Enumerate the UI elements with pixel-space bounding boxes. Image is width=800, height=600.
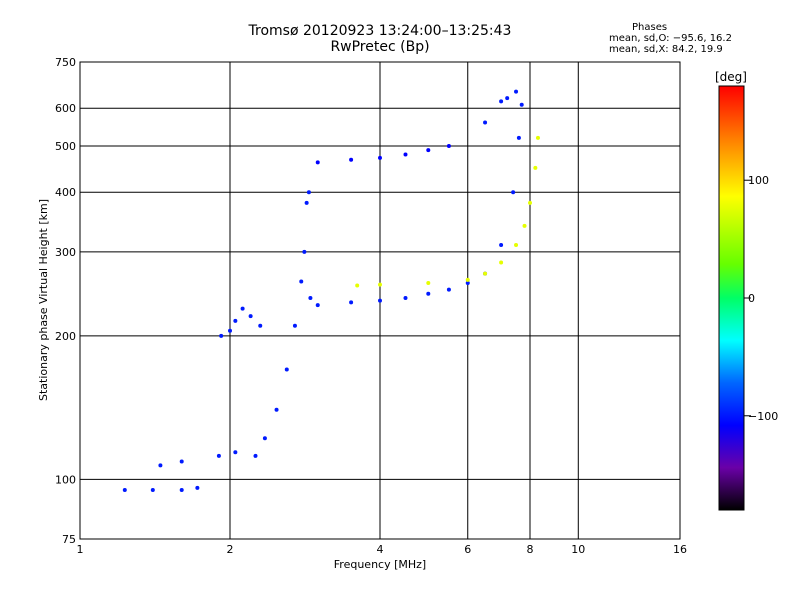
data-point <box>514 243 519 248</box>
data-point <box>465 277 470 282</box>
data-point <box>378 298 382 303</box>
data-point <box>519 102 524 107</box>
data-point <box>349 300 354 305</box>
data-point <box>426 281 431 286</box>
data-point <box>522 223 527 228</box>
chart-title: Tromsø 20120923 13:24:00–13:25:43 <box>248 23 512 39</box>
colorbar-tick-label: −100 <box>748 410 778 423</box>
data-point <box>514 89 519 94</box>
y-axis-label: Stationary phase Virtual Height [km] <box>37 199 50 401</box>
data-point <box>403 296 408 301</box>
y-tick-label: 100 <box>55 473 76 486</box>
data-point <box>533 165 538 170</box>
data-point <box>304 200 309 205</box>
data-point <box>535 135 540 140</box>
data-point <box>315 303 320 308</box>
data-point <box>195 485 200 490</box>
colorbar-tick-label: 0 <box>748 292 755 305</box>
data-point <box>499 260 504 265</box>
data-point <box>262 436 267 441</box>
colorbar-tick-label: 100 <box>748 174 769 187</box>
data-point <box>233 318 238 323</box>
x-tick-labels: 1 2 4 6 8 10 16 <box>77 543 688 556</box>
data-point <box>349 157 354 162</box>
data-point <box>446 143 451 148</box>
data-point <box>253 453 258 458</box>
data-point <box>446 287 451 292</box>
data-point <box>302 249 307 254</box>
y-tick-label: 500 <box>55 140 76 153</box>
data-point <box>403 152 408 157</box>
y-tick-label: 75 <box>62 533 76 546</box>
data-point <box>219 333 224 338</box>
data-point <box>465 281 470 286</box>
x-tick-label: 2 <box>227 543 234 556</box>
data-point <box>505 96 510 101</box>
data-point <box>122 488 127 493</box>
phases-heading: Phases <box>632 22 668 33</box>
data-point <box>378 155 382 160</box>
data-point <box>228 328 232 333</box>
y-tick-label: 600 <box>55 102 76 115</box>
data-point <box>499 99 504 104</box>
x-axis-label: Frequency [MHz] <box>334 558 426 571</box>
colorbar-ticks: 100 0 −100 <box>744 174 778 423</box>
data-point <box>240 306 245 311</box>
data-point <box>179 488 184 493</box>
y-tick-label: 750 <box>55 56 76 69</box>
data-point <box>308 296 313 301</box>
data-point <box>158 463 163 468</box>
data-point <box>511 190 516 195</box>
data-point <box>355 283 360 288</box>
x-tick-label: 4 <box>377 543 384 556</box>
data-point <box>516 135 521 140</box>
data-point <box>426 291 431 296</box>
x-tick-label: 10 <box>571 543 585 556</box>
data-point <box>378 282 382 287</box>
data-point <box>306 190 311 195</box>
data-point <box>483 120 488 125</box>
phases-mean-o: mean, sd,O: −95.6, 16.2 <box>609 33 732 44</box>
x-tick-label: 1 <box>77 543 84 556</box>
data-point <box>216 453 221 458</box>
data-point <box>284 367 289 372</box>
data-point <box>299 279 304 284</box>
data-point <box>248 314 253 319</box>
data-points <box>122 89 540 493</box>
y-tick-labels: 75 100 200 300 400 500 600 750 <box>55 56 76 546</box>
x-tick-label: 8 <box>527 543 534 556</box>
chart-subtitle: RwPretec (Bp) <box>330 39 430 55</box>
phases-mean-x: mean, sd,X: 84.2, 19.9 <box>609 44 723 55</box>
data-point <box>292 323 297 328</box>
data-point <box>258 323 263 328</box>
data-point <box>499 243 504 248</box>
x-tick-label: 6 <box>464 543 471 556</box>
x-tick-label: 16 <box>673 543 687 556</box>
y-tick-label: 300 <box>55 246 76 259</box>
data-point <box>150 488 155 493</box>
grid-lines <box>80 62 680 539</box>
data-point <box>483 271 488 276</box>
data-point <box>426 148 431 153</box>
y-tick-label: 400 <box>55 186 76 199</box>
y-tick-label: 200 <box>55 330 76 343</box>
data-point <box>315 160 320 165</box>
data-point <box>528 200 532 205</box>
data-point <box>233 450 238 455</box>
data-point <box>274 407 279 412</box>
plot-frame <box>79 61 681 540</box>
colorbar-label: [deg] <box>715 70 747 84</box>
colorbar <box>718 85 745 511</box>
data-point <box>179 459 184 464</box>
